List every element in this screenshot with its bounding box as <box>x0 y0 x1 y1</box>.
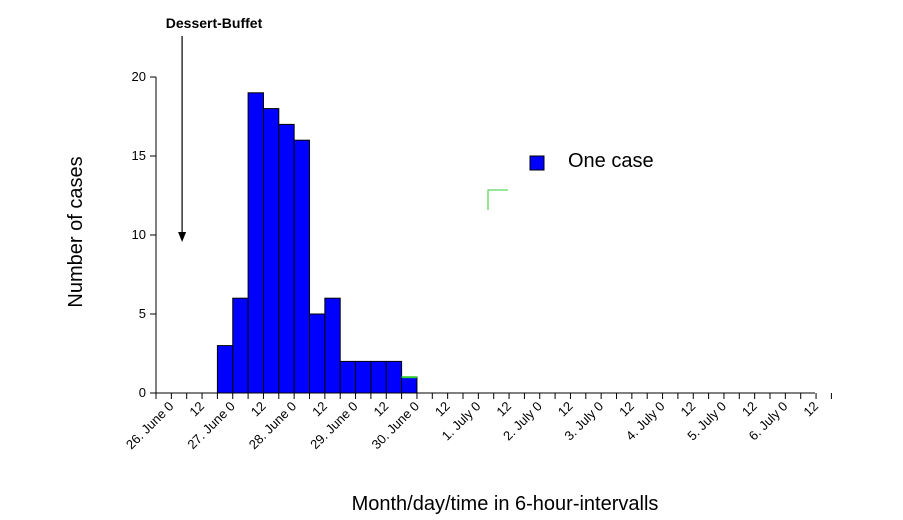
bars-group <box>216 92 418 394</box>
bar <box>370 360 387 394</box>
x-tick-label: 12 <box>616 399 637 420</box>
x-tick-label: 12 <box>309 399 330 420</box>
x-tick-label: 12 <box>371 399 392 420</box>
bar <box>262 108 280 394</box>
bar <box>385 360 403 394</box>
bar <box>278 123 295 394</box>
annotation-arrow-head <box>178 232 187 242</box>
bar <box>309 313 326 394</box>
y-tick-label: 15 <box>132 148 146 163</box>
y-tick-label: 20 <box>132 69 146 84</box>
x-tick-label: 12 <box>493 399 514 420</box>
x-tick-label: 12 <box>739 399 760 420</box>
y-tick-label: 0 <box>139 385 146 400</box>
x-tick-label: 12 <box>555 399 576 420</box>
bar <box>232 297 249 394</box>
dessert-buffet-annotation: Dessert-Buffet <box>166 15 263 242</box>
bar <box>355 360 372 394</box>
y-ticks-group: 0 5 10 15 20 <box>132 69 156 400</box>
x-tick-label: 26. June 0 <box>123 399 177 453</box>
y-tick-label: 10 <box>132 227 146 242</box>
corner-mark <box>487 189 508 210</box>
legend-swatch <box>529 155 545 171</box>
annotation-label: Dessert-Buffet <box>166 15 263 31</box>
legend-label: One case <box>568 150 654 172</box>
x-tick-label: 12 <box>186 399 207 420</box>
bar <box>324 297 341 394</box>
x-tick-label: 12 <box>432 399 453 420</box>
bar <box>401 376 418 394</box>
x-tick-label: 12 <box>678 399 699 420</box>
bar <box>293 139 310 394</box>
bar <box>216 345 234 394</box>
bar <box>247 92 264 394</box>
bar <box>339 360 357 394</box>
legend: One case <box>529 150 654 172</box>
x-tick-label: 12 <box>800 399 821 420</box>
y-axis-title: Number of cases <box>65 156 87 307</box>
y-tick-label: 5 <box>139 306 146 321</box>
x-axis-title: Month/day/time in 6-hour-intervalls <box>352 493 659 515</box>
x-tick-label: 12 <box>248 399 269 420</box>
